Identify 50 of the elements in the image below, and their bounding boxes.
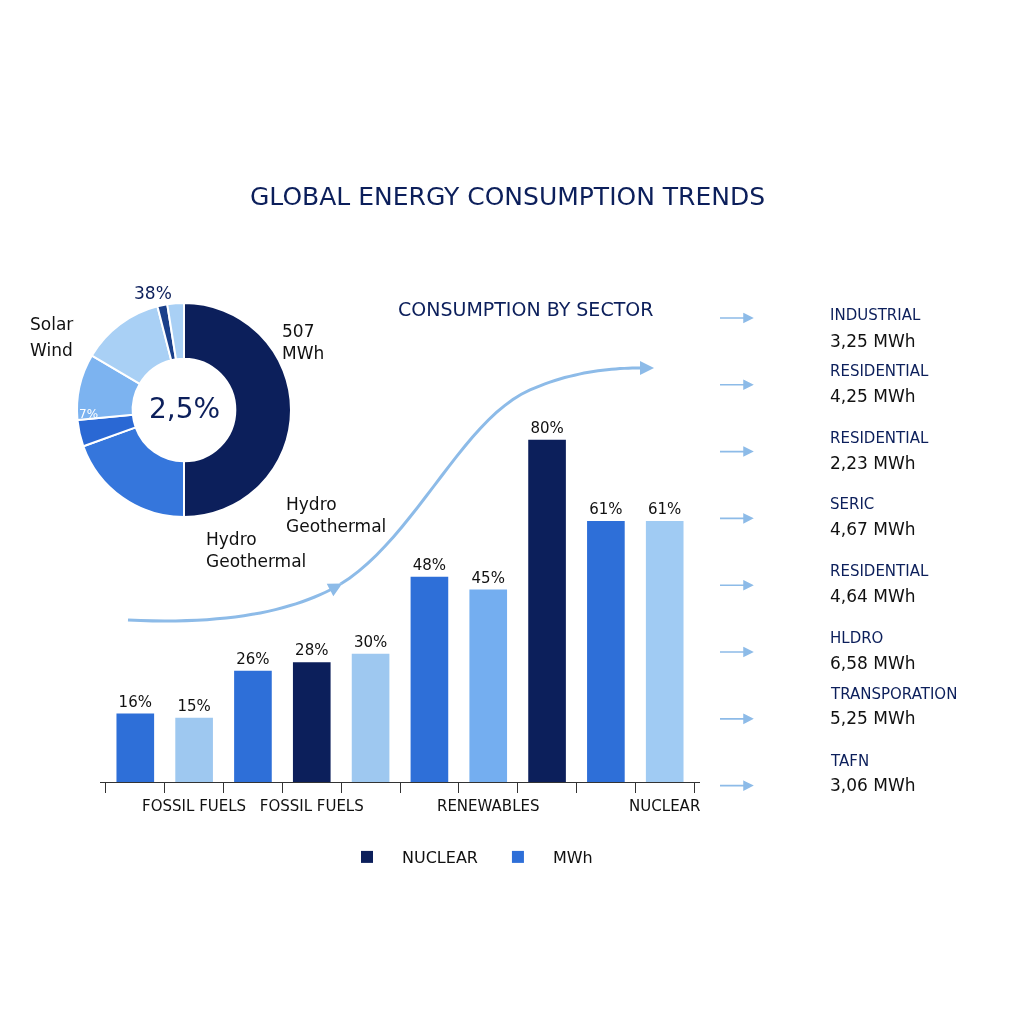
bar [410,576,449,782]
chart-title: CONSUMPTION BY SECTOR [398,298,654,320]
text: 2,5% [149,392,221,425]
text: 3,06 MWh [830,775,916,795]
text: 507 MWh [282,321,325,364]
data-label: 61% [589,500,623,519]
text: TAFN [830,752,870,770]
x-tick-label: RENEWABLES [436,797,540,815]
text: HLDRO [830,629,884,647]
text: 2,23 MWh [830,453,916,473]
x-tick-label: FOSSIL FUELS [142,797,247,815]
data-label: 26% [236,649,270,668]
text: 3,25 MWh [830,331,916,351]
data-label: 45% [471,568,505,587]
data-label: 15% [177,696,211,715]
bar [528,439,566,782]
data-label: 80% [530,418,564,437]
text: RESIDENTIAL [830,429,929,447]
text: 38% [134,283,172,303]
bar [175,717,213,782]
text: Solar [30,314,74,334]
data-label: 28% [295,641,329,660]
text: TRANSPORATION [830,685,958,703]
text: 4,64 MWh [830,586,916,606]
data-label: 30% [353,632,388,651]
text: RESIDENTIAL [830,362,929,380]
x-tick-label: FOSSIL FUELS [259,797,364,815]
bar [645,521,684,782]
text: 6,58 MWh [830,653,916,673]
data-label: 48% [412,555,447,574]
text: GLOBAL ENERGY CONSUMPTION TRENDS [250,182,766,211]
text: 7% [79,407,99,421]
bar [116,713,155,782]
bar [292,662,331,782]
text: 4,25 MWh [830,386,916,406]
x-tick-label: NUCLEAR [629,797,701,815]
text: 4,67 MWh [830,519,916,539]
text: INDUSTRIAL [830,306,921,324]
bar [587,521,625,782]
bar [351,653,390,782]
data-label: 61% [648,500,682,519]
text: 5,25 MWh [830,708,916,728]
legend-label: MWh [552,848,593,868]
legend-label: NUCLEAR [402,848,478,868]
text: Wind [30,340,73,360]
data-label: 16% [118,692,152,711]
text: RESIDENTIAL [830,562,929,580]
bar [469,589,508,782]
text: SERIC [830,495,875,513]
bar [234,670,272,782]
